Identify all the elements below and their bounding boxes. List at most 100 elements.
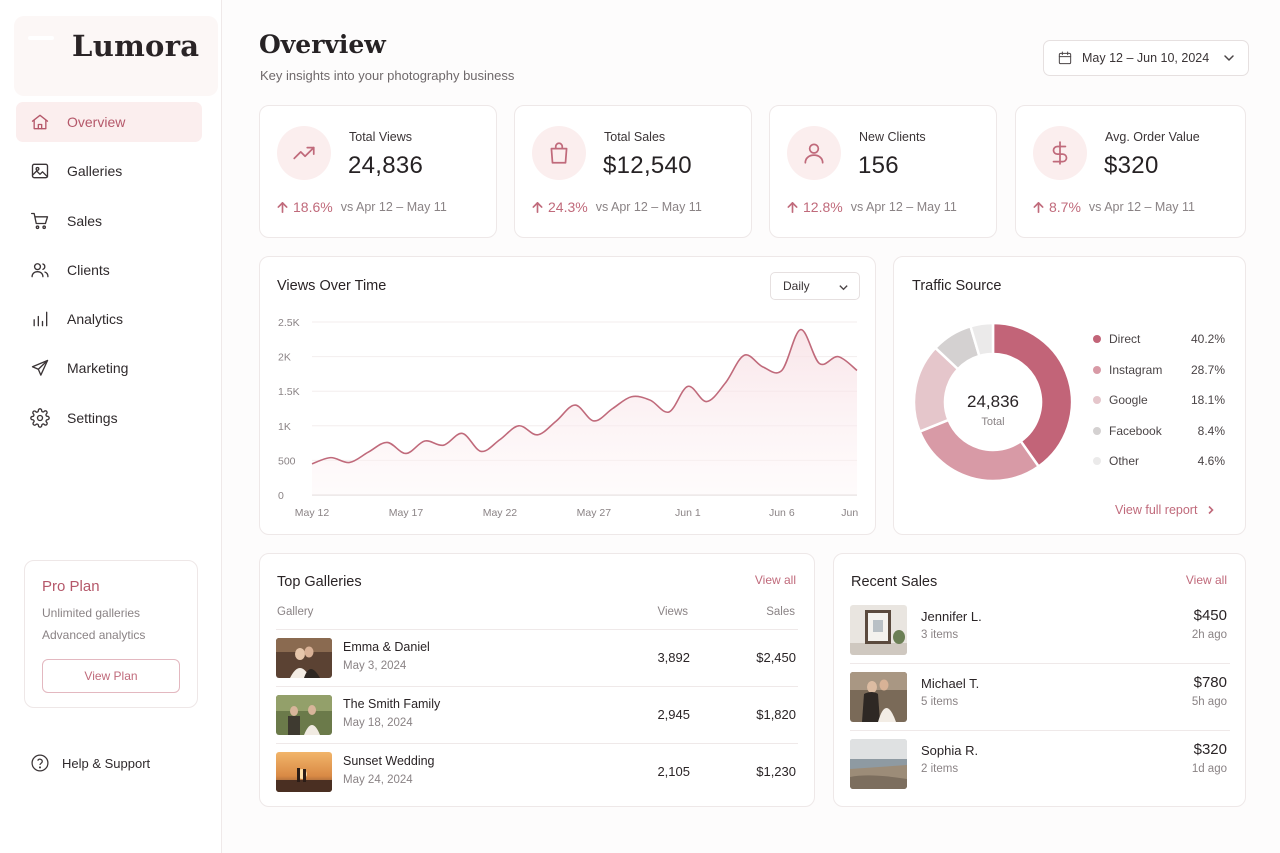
list-item[interactable]: Sophia R. 2 items $320 1d ago <box>850 732 1230 798</box>
sidebar-item-overview[interactable]: Overview <box>16 102 202 142</box>
kpi-value: 156 <box>858 152 899 179</box>
table-row[interactable]: The Smith Family May 18, 2024 2,945 $1,8… <box>276 686 798 743</box>
sidebar: Lumora Overview Galleries Sales Clients <box>0 0 222 853</box>
y-tick-label: 500 <box>278 455 296 467</box>
sale-thumbnail <box>850 605 907 655</box>
help-support-link[interactable]: Help & Support <box>30 753 150 773</box>
chevron-down-icon <box>839 285 848 291</box>
kpi-change-percent: 12.8% <box>803 199 843 215</box>
kpi-change-percent: 8.7% <box>1049 199 1081 215</box>
y-tick-label: 1K <box>278 421 291 433</box>
donut-slice-other[interactable] <box>968 321 995 358</box>
sidebar-item-clients[interactable]: Clients <box>16 250 202 290</box>
views-line-chart: 0 500 1K 1.5K 2K 2.5K May 12 May 17 May 22 May 27… <box>278 317 860 519</box>
legend-value: 40.2% <box>1190 332 1225 346</box>
sidebar-item-marketing[interactable]: Marketing <box>16 348 202 388</box>
legend-value: 28.7% <box>1190 362 1225 377</box>
donut-slice-instagram[interactable] <box>918 418 1041 483</box>
gallery-sales: $1,230 <box>756 764 796 779</box>
y-tick-label: 1.5K <box>278 386 300 398</box>
traffic-title: Traffic Source <box>912 278 1002 294</box>
x-tick-label: May 22 <box>483 507 518 519</box>
x-tick-label: May 17 <box>389 507 424 519</box>
legend-swatch <box>1093 335 1101 343</box>
legend-label: Google <box>1109 393 1148 407</box>
kpi-compare-period: vs Apr 12 – May 11 <box>850 200 957 214</box>
x-tick-label: Jun 6 <box>769 507 795 519</box>
legend-swatch <box>1093 365 1101 374</box>
kpi-change: 24.3% vs Apr 12 – May 11 <box>531 199 702 215</box>
kpi-value: 24,836 <box>348 152 424 179</box>
legend-item-facebook[interactable]: Facebook 8.4% <box>1093 423 1225 439</box>
help-support-label: Help & Support <box>62 755 151 771</box>
sales-view-all-link[interactable]: View all <box>1185 573 1227 587</box>
y-tick-label: 0 <box>278 490 284 502</box>
shopping-bag-icon <box>532 126 586 180</box>
legend-item-google[interactable]: Google 18.1% <box>1093 392 1225 408</box>
customer-name: Sophia R. <box>921 743 979 758</box>
column-header-views[interactable]: Views <box>657 606 688 618</box>
sale-amount: $320 <box>1193 741 1227 758</box>
top-galleries-title: Top Galleries <box>277 574 362 590</box>
column-header-sales[interactable]: Sales <box>766 606 795 618</box>
arrow-up-icon <box>276 201 289 214</box>
kpi-card-avg-order-value: Avg. Order Value $320 8.7% vs Apr 12 – M… <box>1015 105 1246 238</box>
arrow-up-icon <box>1032 201 1045 214</box>
legend-item-other[interactable]: Other 4.6% <box>1093 453 1225 469</box>
gallery-name: The Smith Family <box>343 697 441 711</box>
x-tick-label: Jun 10 <box>841 507 860 519</box>
recent-sales-title: Recent Sales <box>851 574 938 590</box>
legend-swatch <box>1093 396 1101 404</box>
brand-logo[interactable]: Lumora <box>14 16 218 96</box>
sidebar-item-label: Sales <box>67 212 103 229</box>
sidebar-item-sales[interactable]: Sales <box>16 201 202 241</box>
gear-icon <box>30 408 50 428</box>
sale-thumbnail <box>850 739 907 789</box>
kpi-label: Total Sales <box>604 130 666 144</box>
list-item[interactable]: Michael T. 5 items $780 5h ago <box>850 665 1230 731</box>
date-range-picker[interactable]: May 12 – Jun 10, 2024 <box>1043 40 1249 76</box>
x-tick-label: May 27 <box>577 507 612 519</box>
legend-item-instagram[interactable]: Instagram 28.7% <box>1093 362 1225 378</box>
sale-amount: $450 <box>1193 607 1227 624</box>
chevron-right-icon <box>1208 505 1215 515</box>
view-plan-button[interactable]: View Plan <box>42 659 180 693</box>
sidebar-item-settings[interactable]: Settings <box>16 398 202 438</box>
legend-item-direct[interactable]: Direct 40.2% <box>1093 331 1225 347</box>
donut-total-value: 24,836 <box>967 392 1019 411</box>
kpi-label: Avg. Order Value <box>1105 130 1200 144</box>
galleries-view-all-link[interactable]: View all <box>754 573 796 587</box>
help-circle-icon <box>30 753 50 773</box>
kpi-change: 18.6% vs Apr 12 – May 11 <box>276 199 447 215</box>
period-select[interactable]: Daily <box>770 272 860 300</box>
views-over-time-card: Views Over Time Daily 0 500 1K 1.5K 2K 2.5K Ma… <box>259 256 876 535</box>
gallery-sales: $2,450 <box>756 650 796 665</box>
kpi-card-total-sales: Total Sales $12,540 24.3% vs Apr 12 – Ma… <box>514 105 752 238</box>
sidebar-item-analytics[interactable]: Analytics <box>16 299 202 339</box>
sale-time: 2h ago <box>1191 629 1227 641</box>
sidebar-item-label: Overview <box>67 114 126 130</box>
sidebar-item-label: Clients <box>67 261 110 278</box>
kpi-compare-period: vs Apr 12 – May 11 <box>595 200 702 214</box>
legend-label: Instagram <box>1109 362 1163 377</box>
calendar-icon <box>1057 50 1073 66</box>
sidebar-item-galleries[interactable]: Galleries <box>16 151 202 191</box>
kpi-card-total-views: Total Views 24,836 18.6% vs Apr 12 – May… <box>259 105 497 238</box>
list-item[interactable]: Jennifer L. 3 items $450 2h ago <box>850 598 1230 664</box>
column-header-gallery[interactable]: Gallery <box>277 606 314 618</box>
legend-label: Other <box>1109 454 1140 468</box>
view-full-report-link[interactable]: View full report <box>1115 503 1216 517</box>
gallery-sales: $1,820 <box>756 707 796 722</box>
table-row[interactable]: Emma & Daniel May 3, 2024 3,892 $2,450 <box>276 629 798 686</box>
logo-mark <box>28 36 54 40</box>
legend-value: 8.4% <box>1197 423 1225 438</box>
kpi-change: 8.7% vs Apr 12 – May 11 <box>1032 199 1195 215</box>
gallery-views: 2,105 <box>657 764 690 779</box>
donut-slice-direct[interactable] <box>991 321 1074 469</box>
kpi-change-percent: 18.6% <box>293 199 333 215</box>
gallery-views: 3,892 <box>657 650 690 665</box>
sale-items: 5 items <box>921 696 959 708</box>
home-icon <box>30 112 50 132</box>
table-row[interactable]: Sunset Wedding May 24, 2024 2,105 $1,230 <box>276 743 798 800</box>
x-tick-label: Jun 1 <box>675 507 701 519</box>
